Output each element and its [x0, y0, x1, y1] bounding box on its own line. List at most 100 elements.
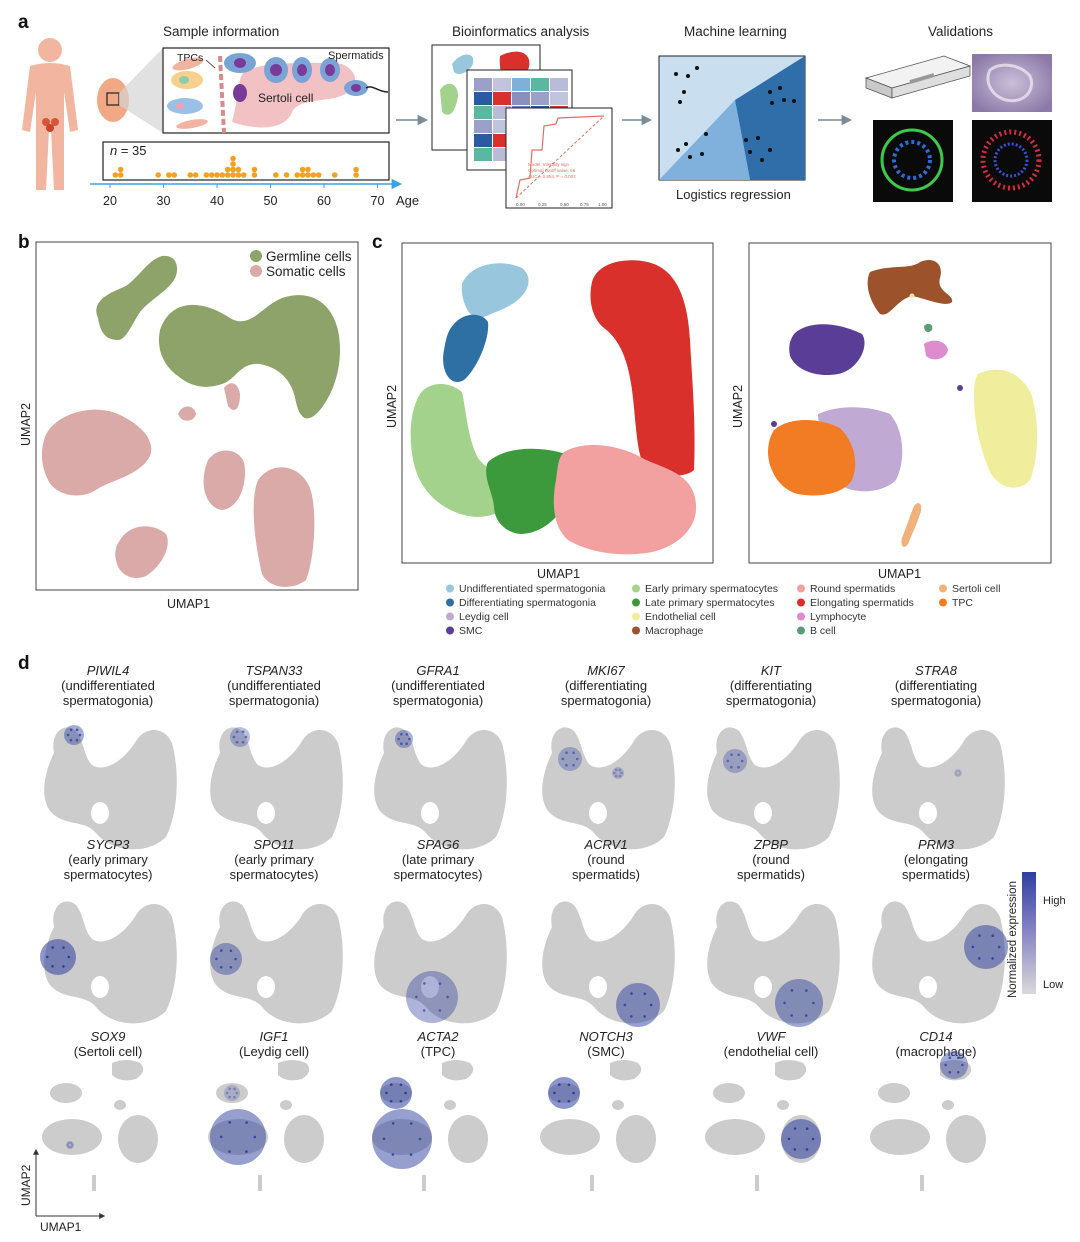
- umap-c-germline-xlabel: UMAP1: [537, 567, 580, 581]
- umap-c-germline: UMAP1 UMAP2: [385, 242, 714, 581]
- umap-c-somatic-ylabel: UMAP2: [731, 385, 745, 428]
- gene-umap-sox9: SOX9(Sertoli cell): [42, 1029, 158, 1191]
- validations-images: [864, 54, 1052, 202]
- age-dot: [353, 172, 359, 178]
- gene-celltype-line2: spermatids): [572, 867, 640, 882]
- umap-c-somatic: UMAP1 UMAP2: [731, 242, 1052, 581]
- roc-tick-0: 0.00: [516, 202, 525, 207]
- age-dot: [230, 155, 236, 162]
- panel-d-axes: UMAP1 UMAP2: [19, 1148, 106, 1234]
- gene-celltype-line1: (elongating: [904, 852, 968, 867]
- gene-celltype-line1: (Leydig cell): [239, 1044, 309, 1059]
- colorbar-high-label: High: [1043, 895, 1066, 907]
- legend-label: Endothelial cell: [645, 611, 716, 623]
- gene-celltype-line1: (endothelial cell): [724, 1044, 819, 1059]
- legend-dot: [797, 584, 805, 593]
- legend-dot: [797, 626, 805, 635]
- gene-celltype-line1: (differentiating: [565, 678, 647, 693]
- gene-name: TSPAN33: [246, 663, 304, 678]
- germline-cells-cluster: [96, 255, 340, 419]
- legend-label: SMC: [459, 625, 483, 637]
- legend-dot: [632, 584, 640, 593]
- legend-label: Round spermatids: [810, 583, 895, 595]
- age-dot: [294, 172, 301, 178]
- age-tick-label: 50: [264, 194, 278, 208]
- age-ticks: 20 30 40 50 60 70: [103, 184, 384, 208]
- gene-celltype-line2: spermatocytes): [394, 867, 483, 882]
- seminiferous-cell-diagram: TPCs Spermatids Sertoli cell: [162, 47, 390, 134]
- validations-title: Validations: [928, 24, 993, 39]
- legend-somatic-dot: [250, 265, 262, 277]
- age-dot: [251, 166, 258, 173]
- roc-legend-3: AUC = 0.854, P = 0.002: [528, 174, 576, 179]
- gene-name: SOX9: [91, 1029, 126, 1044]
- umap-c-somatic-xlabel: UMAP1: [878, 567, 921, 581]
- age-tick-label: 40: [210, 194, 224, 208]
- age-dots: [112, 155, 359, 178]
- gene-celltype-line2: spermatogonia): [891, 693, 981, 708]
- legend-dot: [939, 598, 947, 607]
- gene-celltype-line2: spermatocytes): [230, 867, 319, 882]
- age-dot: [273, 172, 279, 178]
- gene-celltype-line1: (differentiating: [895, 678, 977, 693]
- gene-name: IGF1: [260, 1029, 289, 1044]
- panel-d-ylabel: UMAP2: [19, 1164, 33, 1206]
- ml-title: Machine learning: [684, 24, 787, 39]
- gene-name: SPAG6: [417, 837, 460, 852]
- somatic-cells-cluster: [41, 383, 315, 587]
- gene-celltype-line2: spermatogonia): [393, 693, 483, 708]
- gene-celltype-line1: (macrophage): [896, 1044, 977, 1059]
- gene-name: MKI67: [587, 663, 625, 678]
- gene-umap-cd14: CD14(macrophage): [870, 1029, 986, 1191]
- gene-celltype-line2: spermatids): [737, 867, 805, 882]
- legend-germline-dot: [250, 250, 262, 262]
- roc-tick-4: 1.00: [598, 202, 607, 207]
- gene-celltype-line1: (Sertoli cell): [74, 1044, 143, 1059]
- legend-label: B cell: [810, 625, 836, 637]
- colorbar-low-label: Low: [1043, 979, 1063, 991]
- test-strip-icon: [864, 55, 972, 99]
- gene-celltype-line2: spermatids): [902, 867, 970, 882]
- gene-umap-vwf: VWF(endothelial cell): [705, 1029, 821, 1191]
- sertoli-cell-label: Sertoli cell: [258, 91, 313, 105]
- legend-label: Macrophage: [645, 625, 704, 637]
- age-dot: [235, 172, 242, 178]
- legend-dot: [446, 598, 454, 607]
- gene-celltype-line1: (early primary: [234, 852, 314, 867]
- bioinfo-stack: Model: Infertility sign Optimal cutoff v…: [431, 44, 613, 209]
- gene-umap-grid: PIWIL4(undifferentiatedspermatogonia)TSP…: [40, 663, 1008, 1191]
- legend-label: Differentiating spermatogonia: [459, 597, 596, 609]
- n-value: = 35: [117, 143, 146, 158]
- gene-umap-acta2: ACTA2(TPC): [372, 1029, 488, 1191]
- gene-celltype-line2: spermatogonia): [229, 693, 319, 708]
- gene-celltype-line1: (late primary: [402, 852, 475, 867]
- age-dot: [171, 172, 177, 178]
- legend-dot: [632, 626, 640, 635]
- ml-logistic-plot: Logistics regression: [658, 55, 806, 202]
- legend-label: Late primary spermatocytes: [645, 597, 775, 609]
- age-tick-label: 70: [371, 194, 385, 208]
- age-dot: [166, 172, 172, 178]
- gene-celltype-line1: (round: [587, 852, 625, 867]
- age-dot: [299, 166, 306, 173]
- panel-label-c: c: [372, 232, 383, 253]
- immunofluorescence-green: [873, 120, 953, 202]
- age-tick-label: 60: [317, 194, 331, 208]
- umap-b: Germline cells Somatic cells UMAP1 UMAP2: [19, 241, 359, 611]
- gene-umap-igf1: IGF1(Leydig cell): [208, 1029, 324, 1191]
- age-dot: [305, 166, 311, 173]
- legend-label: Early primary spermatocytes: [645, 583, 778, 595]
- age-dot: [187, 172, 194, 178]
- age-dot: [230, 172, 236, 178]
- umap-b-ylabel: UMAP2: [19, 403, 33, 446]
- gene-celltype-line1: (undifferentiated: [61, 678, 155, 693]
- age-dot: [214, 172, 220, 178]
- age-dot: [310, 172, 317, 178]
- legend-dot: [632, 612, 640, 621]
- gene-name: PIWIL4: [87, 663, 130, 678]
- human-body-icon: [22, 38, 78, 190]
- umap-c-germline-ylabel: UMAP2: [385, 385, 399, 428]
- legend-somatic-label: Somatic cells: [266, 264, 346, 279]
- sample-info-title: Sample information: [163, 24, 279, 39]
